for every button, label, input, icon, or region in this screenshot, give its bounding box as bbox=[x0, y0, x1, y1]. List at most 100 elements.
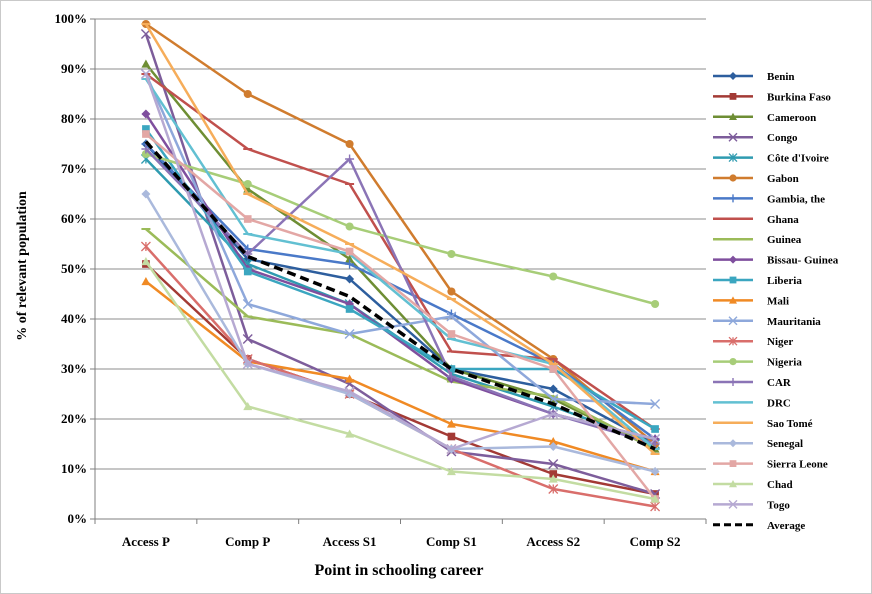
legend-label: Benin bbox=[767, 71, 795, 83]
legend-item: Sao Tomé bbox=[713, 418, 813, 430]
data-point bbox=[447, 432, 456, 441]
y-tick-label: 50% bbox=[61, 261, 87, 276]
x-tick-label: Access S1 bbox=[323, 534, 377, 549]
data-point bbox=[729, 480, 737, 488]
data-point bbox=[141, 257, 151, 266]
series-line bbox=[145, 228, 656, 451]
data-point bbox=[345, 222, 354, 231]
data-point bbox=[447, 365, 456, 373]
data-point bbox=[344, 386, 355, 397]
data-point bbox=[447, 330, 456, 338]
data-point bbox=[446, 419, 456, 428]
series-line bbox=[144, 63, 656, 451]
data-point bbox=[651, 299, 660, 309]
legend-item: Bissau- Guinea bbox=[713, 255, 839, 267]
data-point bbox=[446, 311, 457, 322]
data-point bbox=[729, 439, 737, 448]
data-point bbox=[549, 272, 558, 281]
data-point bbox=[140, 69, 151, 79]
data-point bbox=[650, 399, 661, 409]
series-sao-tom- bbox=[141, 23, 660, 455]
data-point bbox=[729, 112, 737, 120]
legend-item: Liberia bbox=[713, 275, 802, 287]
legend-item: Cameroon bbox=[713, 112, 816, 124]
data-point bbox=[729, 378, 737, 386]
data-point bbox=[345, 247, 354, 256]
series-line bbox=[145, 133, 657, 500]
series-line bbox=[144, 23, 656, 455]
data-point bbox=[548, 484, 559, 494]
data-point bbox=[728, 499, 738, 509]
legend-label: Mali bbox=[767, 295, 789, 307]
y-tick-label: 100% bbox=[55, 11, 88, 26]
data-point bbox=[243, 402, 253, 411]
y-tick-label: 30% bbox=[61, 361, 87, 376]
data-point bbox=[728, 153, 738, 163]
data-point bbox=[650, 494, 660, 503]
legend-label: Sao Tomé bbox=[767, 418, 813, 430]
series-line bbox=[145, 72, 656, 431]
y-tick-label: 60% bbox=[61, 211, 87, 226]
legend-item: Sierra Leone bbox=[713, 459, 828, 471]
data-point bbox=[729, 296, 737, 304]
series-congo bbox=[140, 29, 661, 499]
data-point bbox=[141, 144, 151, 154]
legend: Benin Burkina Faso Cameroon Congo Côte d'Ivo… bbox=[713, 71, 839, 532]
legend-item: Burkina Faso bbox=[713, 91, 831, 103]
data-point bbox=[729, 194, 737, 203]
series-line bbox=[144, 113, 656, 441]
y-tick-label: 70% bbox=[61, 161, 87, 176]
series-line bbox=[145, 280, 656, 473]
legend-item: Côte d'Ivoire bbox=[713, 153, 829, 165]
legend-label: Gambia, the bbox=[767, 193, 825, 205]
legend-label: Ghana bbox=[767, 214, 799, 226]
legend-label: Cameroon bbox=[767, 112, 816, 124]
series-line bbox=[144, 260, 656, 501]
x-tick-label: Comp S1 bbox=[426, 534, 477, 549]
data-point bbox=[243, 179, 252, 189]
data-point bbox=[242, 334, 253, 344]
series-line bbox=[144, 73, 656, 451]
legend-label: Bissau- Guinea bbox=[767, 255, 839, 267]
data-point bbox=[344, 329, 355, 339]
x-tick-label: Comp S2 bbox=[630, 534, 681, 549]
legend-label: Senegal bbox=[767, 438, 803, 450]
legend-item: Chad bbox=[713, 479, 793, 491]
data-point bbox=[345, 374, 355, 383]
data-point bbox=[141, 277, 151, 286]
series-line bbox=[144, 73, 656, 406]
data-point bbox=[446, 372, 456, 381]
data-point bbox=[242, 299, 253, 309]
data-point bbox=[140, 241, 151, 252]
legend-item: Gambia, the bbox=[713, 193, 825, 205]
data-point bbox=[242, 359, 253, 369]
legend-label: Sierra Leone bbox=[767, 459, 828, 471]
data-point bbox=[142, 125, 150, 133]
legend-item: Guinea bbox=[713, 234, 802, 246]
data-point bbox=[728, 132, 738, 142]
x-tick-label: Comp P bbox=[225, 534, 270, 549]
data-point bbox=[729, 174, 737, 182]
data-point bbox=[548, 474, 558, 483]
legend-item: Niger bbox=[713, 336, 793, 348]
legend-item: Ghana bbox=[713, 214, 799, 226]
legend-item: Mali bbox=[713, 295, 789, 307]
data-point bbox=[729, 358, 737, 366]
legend-item: DRC bbox=[713, 397, 791, 409]
legend-item: Mauritania bbox=[713, 316, 821, 328]
series-line bbox=[144, 33, 656, 496]
data-point bbox=[141, 109, 151, 119]
y-tick-label: 40% bbox=[61, 311, 87, 326]
data-point bbox=[141, 189, 151, 199]
x-tick-label: Access P bbox=[122, 534, 170, 549]
legend-item: Senegal bbox=[713, 438, 803, 450]
legend-label: Burkina Faso bbox=[767, 91, 831, 103]
legend-label: DRC bbox=[767, 397, 791, 409]
legend-item: Benin bbox=[713, 71, 795, 83]
data-point bbox=[651, 425, 659, 433]
data-point bbox=[446, 467, 456, 476]
legend-label: Liberia bbox=[767, 275, 802, 287]
series-line bbox=[145, 143, 656, 441]
x-tick-label: Access S2 bbox=[526, 534, 580, 549]
